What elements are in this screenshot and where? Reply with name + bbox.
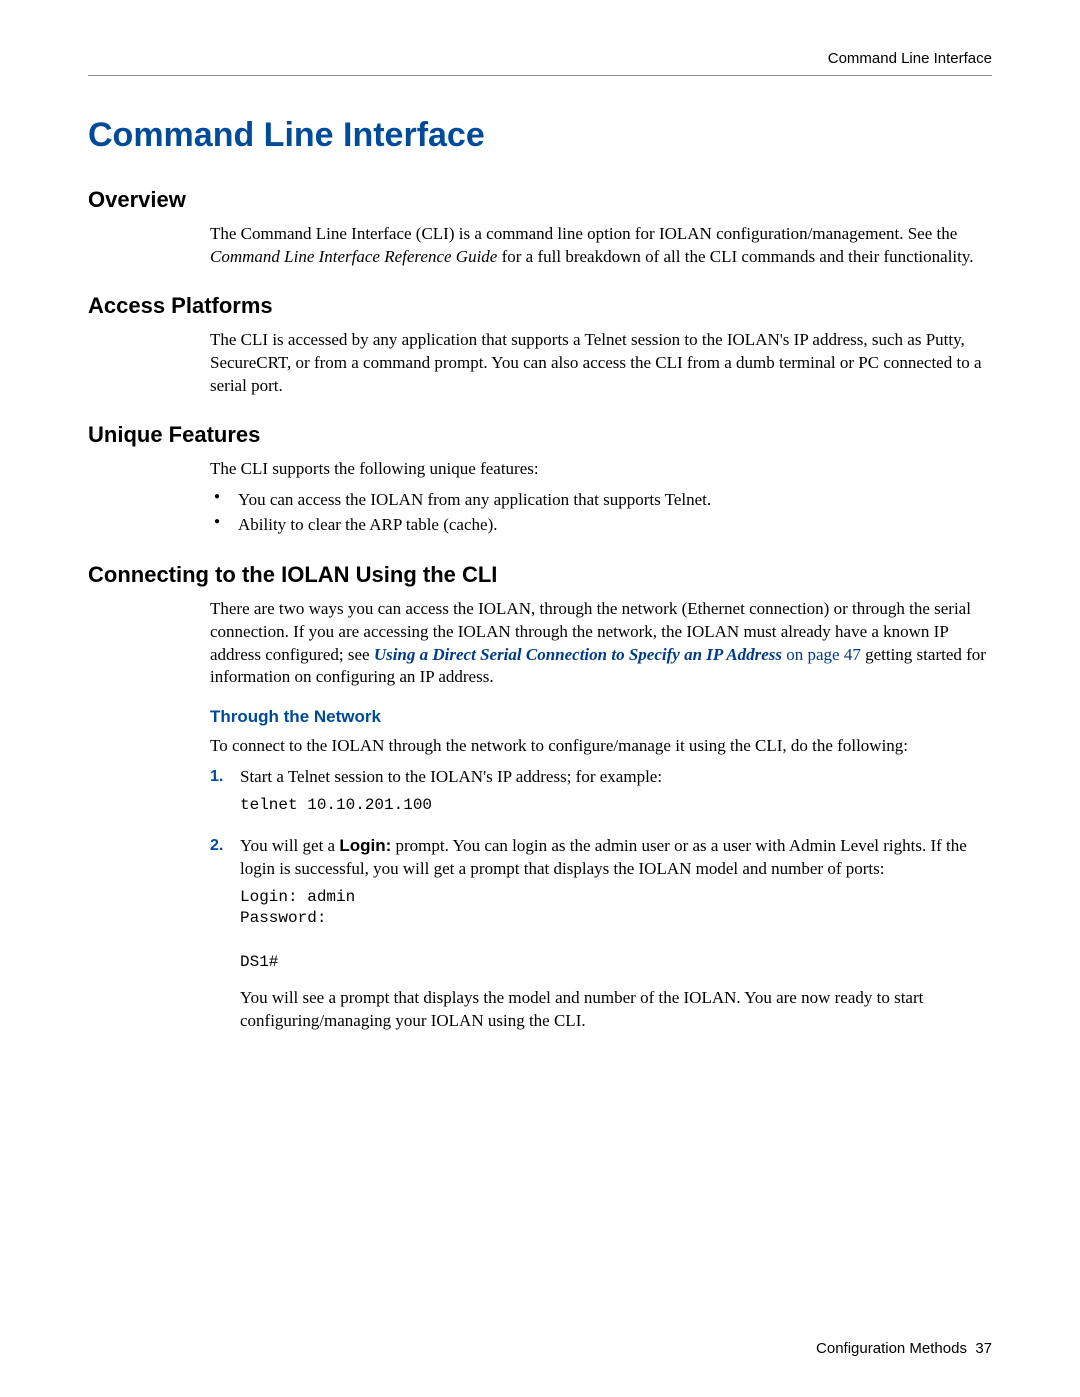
step-1: Start a Telnet session to the IOLAN's IP… — [210, 766, 992, 817]
through-network-intro: To connect to the IOLAN through the netw… — [210, 735, 992, 758]
unique-intro: The CLI supports the following unique fe… — [210, 458, 992, 481]
page-footer: Configuration Methods 37 — [816, 1340, 992, 1357]
step-2-tail: You will see a prompt that displays the … — [240, 987, 992, 1033]
step-1-text: Start a Telnet session to the IOLAN's IP… — [240, 767, 662, 786]
steps-list: Start a Telnet session to the IOLAN's IP… — [210, 766, 992, 1033]
cross-reference-link[interactable]: Using a Direct Serial Connection to Spec… — [374, 645, 782, 664]
access-paragraph: The CLI is accessed by any application t… — [210, 329, 992, 398]
overview-paragraph: The Command Line Interface (CLI) is a co… — [210, 223, 992, 269]
bullet-item: Ability to clear the ARP table (cache). — [210, 512, 992, 538]
section-overview: Overview The Command Line Interface (CLI… — [88, 187, 992, 269]
step-2-code: Login: admin Password: DS1# — [240, 887, 992, 973]
bullet-item: You can access the IOLAN from any applic… — [210, 487, 992, 513]
running-head: Command Line Interface — [88, 50, 992, 75]
step-2: You will get a Login: prompt. You can lo… — [210, 835, 992, 1033]
overview-text-pre: The Command Line Interface (CLI) is a co… — [210, 224, 957, 243]
unique-bullet-list: You can access the IOLAN from any applic… — [210, 487, 992, 538]
subheading-through-network: Through the Network — [210, 707, 992, 727]
heading-unique-features: Unique Features — [88, 422, 992, 448]
heading-connecting: Connecting to the IOLAN Using the CLI — [88, 562, 992, 588]
section-access-platforms: Access Platforms The CLI is accessed by … — [88, 293, 992, 398]
cross-reference-page: on page 47 — [782, 645, 861, 664]
section-connecting-cli: Connecting to the IOLAN Using the CLI Th… — [88, 562, 992, 1033]
footer-page-number: 37 — [975, 1340, 992, 1357]
step-2-login-label: Login: — [339, 836, 391, 855]
section-unique-features: Unique Features The CLI supports the fol… — [88, 422, 992, 538]
overview-text-post: for a full breakdown of all the CLI comm… — [497, 247, 973, 266]
overview-reference-title: Command Line Interface Reference Guide — [210, 247, 497, 266]
document-page: Command Line Interface Command Line Inte… — [0, 0, 1080, 1397]
footer-label: Configuration Methods — [816, 1340, 967, 1357]
header-rule — [88, 75, 992, 76]
page-title: Command Line Interface — [88, 116, 992, 155]
connecting-intro: There are two ways you can access the IO… — [210, 598, 992, 690]
step-2-pre: You will get a — [240, 836, 339, 855]
step-1-code: telnet 10.10.201.100 — [240, 795, 992, 817]
heading-access-platforms: Access Platforms — [88, 293, 992, 319]
heading-overview: Overview — [88, 187, 992, 213]
